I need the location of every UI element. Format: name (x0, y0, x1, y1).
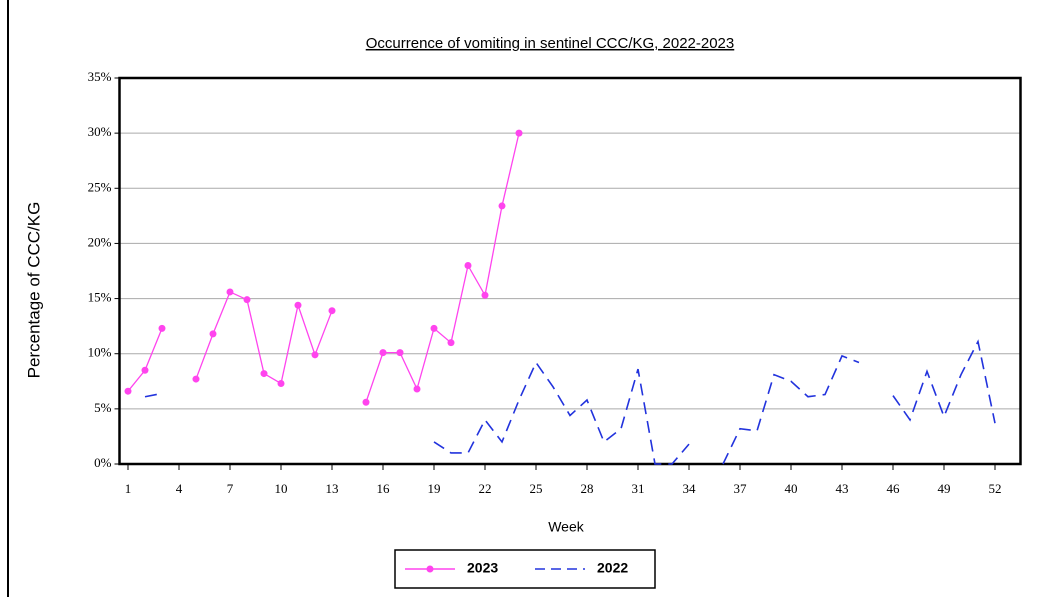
y-tick-label: 5% (94, 400, 112, 415)
x-tick-label: 52 (989, 481, 1002, 496)
series-line (144, 339, 996, 465)
x-axis-title: Week (548, 519, 585, 535)
point (226, 288, 234, 296)
point (413, 385, 421, 393)
x-tick-label: 10 (275, 481, 288, 496)
plot-border (118, 76, 1022, 466)
point (311, 351, 319, 359)
point (209, 330, 217, 338)
x-tick-label: 4 (176, 481, 183, 496)
point (277, 379, 285, 387)
x-tick-label: 1 (125, 481, 132, 496)
y-tick-label: 25% (88, 179, 112, 194)
x-tick-label: 49 (938, 481, 951, 496)
x-tick-label: 31 (632, 481, 645, 496)
point (328, 307, 336, 315)
x-tick-label: 19 (428, 481, 441, 496)
x-tick-label: 34 (683, 481, 697, 496)
y-tick-label: 30% (88, 124, 112, 139)
point (464, 261, 472, 269)
y-tick-label: 20% (88, 234, 112, 249)
x-tick-label: 37 (734, 481, 748, 496)
point (158, 324, 166, 332)
point (141, 366, 149, 374)
point (481, 291, 489, 299)
point (379, 349, 387, 357)
point (243, 296, 251, 304)
x-tick-label: 28 (581, 481, 594, 496)
x-tick-label: 46 (887, 481, 901, 496)
legend-label: 2022 (597, 560, 628, 576)
point (124, 387, 132, 395)
point (447, 339, 455, 347)
y-tick-label: 0% (94, 455, 112, 470)
point (260, 370, 268, 378)
point (396, 349, 404, 357)
x-tick-label: 16 (377, 481, 391, 496)
x-tick-label: 22 (479, 481, 492, 496)
y-tick-label: 10% (88, 345, 112, 360)
point (430, 324, 438, 332)
chart-title: Occurrence of vomiting in sentinel CCC/K… (366, 35, 735, 52)
y-axis-title: Percentage of CCC/KG (24, 202, 43, 379)
point (294, 301, 302, 309)
x-tick-label: 43 (836, 481, 849, 496)
x-tick-label: 25 (530, 481, 543, 496)
x-tick-label: 40 (785, 481, 798, 496)
point (515, 129, 523, 137)
legend-label: 2023 (467, 560, 498, 576)
point (192, 375, 200, 383)
y-tick-label: 35% (88, 69, 112, 84)
x-tick-label: 7 (227, 481, 234, 496)
point (498, 202, 506, 210)
y-tick-label: 15% (88, 290, 112, 305)
legend-marker (426, 565, 434, 573)
x-tick-label: 13 (326, 481, 339, 496)
point (362, 398, 370, 406)
